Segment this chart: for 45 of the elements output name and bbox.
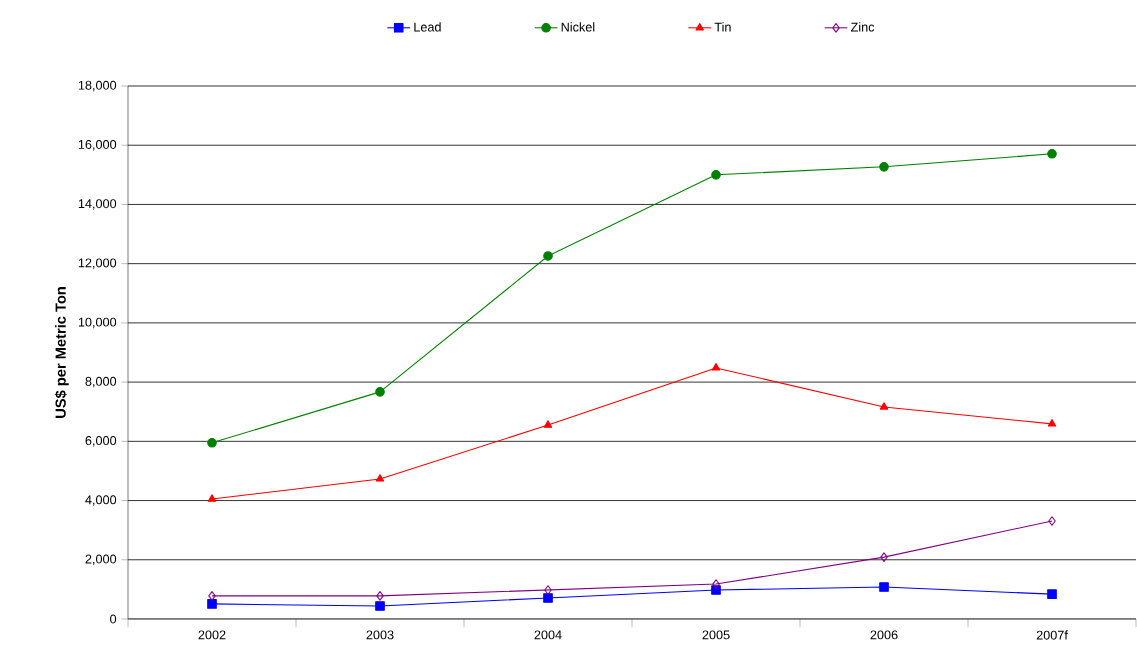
point — [879, 582, 889, 592]
point — [711, 585, 721, 595]
y-tick-label: 18,000 — [78, 80, 117, 92]
point — [543, 593, 553, 603]
point — [1048, 516, 1056, 526]
point — [375, 601, 385, 611]
point — [880, 552, 888, 562]
legend-label: Tin — [714, 22, 731, 32]
legend-label: Lead — [414, 22, 441, 32]
y-tick-label: 4,000 — [85, 495, 117, 506]
y-tick-label: 2,000 — [85, 554, 117, 566]
point — [543, 420, 553, 428]
legend-label: Nickel — [561, 22, 595, 32]
y-axis-title: US$ per Metric Ton — [54, 287, 69, 418]
x-tick-label: 2007f — [1036, 630, 1068, 640]
point — [207, 599, 217, 609]
x-tick-label: 2004 — [534, 630, 562, 640]
x-tick-label: 2005 — [702, 630, 730, 640]
x-tick-label: 2002 — [198, 630, 226, 640]
y-tick-label: 14,000 — [78, 199, 117, 210]
y-tick-label: 16,000 — [78, 139, 117, 151]
point — [711, 170, 721, 180]
point — [879, 402, 889, 410]
point — [711, 363, 721, 371]
y-tick-label: 6,000 — [85, 436, 117, 447]
point — [544, 585, 552, 595]
point — [1047, 589, 1057, 599]
x-tick-label: 2003 — [366, 630, 394, 640]
legend-label: Zinc — [850, 22, 875, 32]
point — [207, 494, 217, 502]
point — [375, 387, 385, 397]
x-tick-label: 2006 — [870, 630, 898, 640]
y-tick-label: 8,000 — [85, 376, 117, 388]
y-tick-label: 12,000 — [78, 258, 117, 269]
y-tick-label: 0 — [110, 614, 117, 624]
point — [1047, 419, 1057, 427]
point — [375, 474, 385, 482]
point — [207, 438, 217, 448]
point — [376, 591, 384, 601]
point — [712, 579, 720, 589]
point — [1047, 149, 1057, 159]
point — [879, 162, 889, 172]
y-tick-label: 10,000 — [78, 317, 117, 329]
point — [543, 251, 553, 261]
point — [208, 591, 216, 601]
